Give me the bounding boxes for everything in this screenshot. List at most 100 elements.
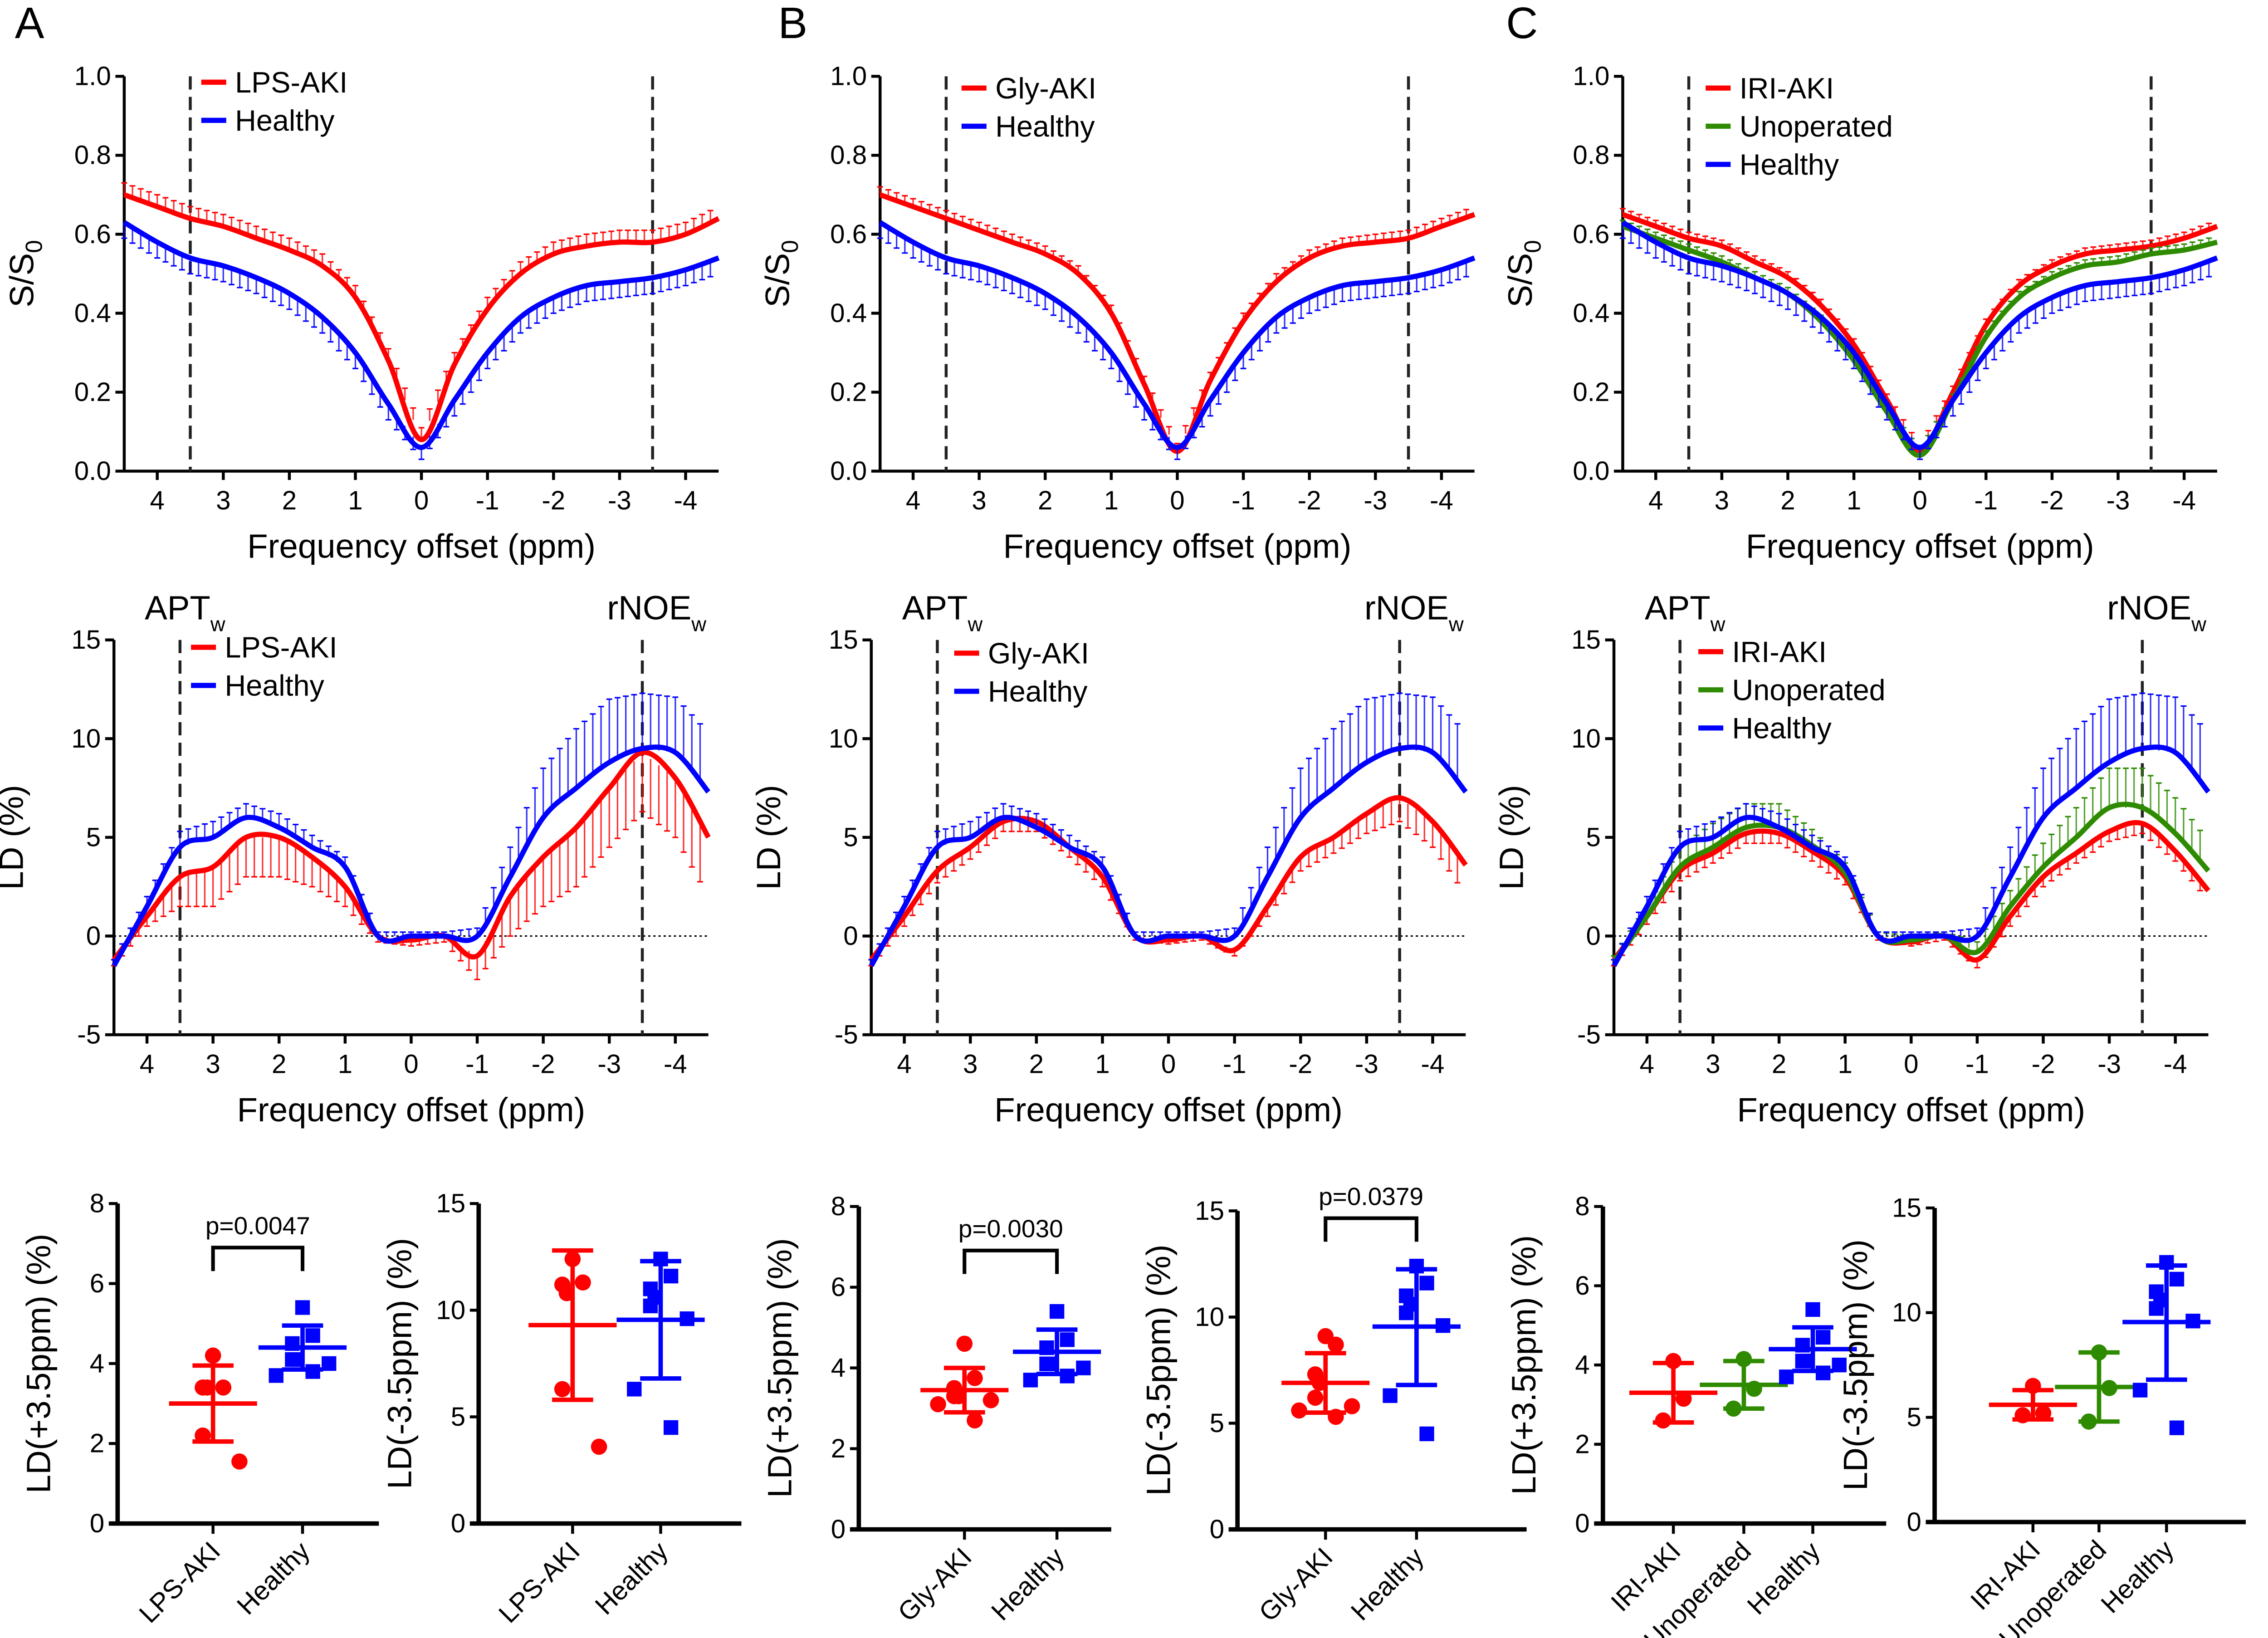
y-tick-label: 0.0: [830, 456, 867, 486]
x-tick-label: LPS-AKI: [493, 1536, 586, 1629]
series-iri-aki: [1620, 208, 2218, 454]
p-value-label: p=0.0030: [958, 1215, 1063, 1243]
x-tick-label: 1: [348, 486, 362, 515]
series-line: [112, 744, 711, 967]
data-point: [627, 1382, 642, 1397]
x-tick-label: Gly-AKI: [1253, 1542, 1339, 1628]
x-tick-label: 2: [1029, 1049, 1044, 1079]
annotation-subscript: w: [210, 612, 225, 636]
x-tick-label: -3: [608, 486, 631, 515]
scatter-chart-a-6: 0 2 4 6 8 LD(+3.5ppm) (%) LPS-AKI Healthy p=0.00…: [20, 1189, 379, 1628]
x-tick-label: -1: [1232, 486, 1255, 515]
series-line: [1622, 212, 2218, 454]
series-healthy: [1611, 692, 2210, 967]
x-tick-label: 3: [1706, 1049, 1720, 1079]
y-tick-label: 0: [831, 1515, 846, 1544]
y-tick-label: 6: [90, 1269, 104, 1298]
series-unoperated: [1611, 768, 2210, 963]
data-point: [1399, 1305, 1414, 1320]
zspec-chart-b: 0.0 0.2 0.4 0.6 0.8 1.0 4 3 2 1 0 -1 -2 -3 -4 Frequency…: [759, 62, 1476, 565]
x-tick-label: 4: [140, 1049, 154, 1079]
x-axis-title: Frequency offset (ppm): [1746, 528, 2094, 565]
annotation-rnoe: rNOEw: [2107, 589, 2206, 636]
x-tick-label: 0: [404, 1049, 418, 1079]
series-gly-aki: [877, 186, 1476, 454]
x-axis-title: Frequency offset (ppm): [237, 1091, 586, 1129]
legend-label: LPS-AKI: [235, 66, 347, 99]
legend-label: Unoperated: [1740, 110, 1893, 143]
y-tick-label: 0.2: [74, 377, 111, 407]
y-axis-title: LD(+3.5ppm) (%): [1505, 1235, 1543, 1495]
y-tick-label: 0.8: [1573, 141, 1609, 170]
y-tick-label: 10: [71, 724, 101, 753]
x-tick-label: 4: [150, 486, 164, 515]
y-axis-title-main: S/S: [3, 253, 40, 308]
annotation-text: APT: [1645, 589, 1711, 626]
annotation-subscript: w: [1710, 612, 1725, 636]
series-line: [123, 192, 720, 442]
x-axis-title: Frequency offset (ppm): [994, 1091, 1343, 1129]
y-tick-label: 8: [90, 1189, 104, 1218]
y-axis-title: LD(-3.5ppm) (%): [381, 1238, 418, 1489]
y-tick-label: -5: [835, 1020, 858, 1050]
y-tick-label: 10: [1195, 1302, 1224, 1332]
data-point: [930, 1396, 946, 1413]
data-point: [967, 1412, 983, 1429]
annotation-text: rNOE: [607, 589, 691, 626]
y-tick-label: 0.6: [74, 220, 111, 249]
x-tick-label: -2: [532, 1049, 555, 1079]
data-point: [663, 1420, 679, 1435]
y-tick-label: 0.8: [830, 141, 867, 170]
group-unoperated: [1700, 1351, 1788, 1417]
data-point: [2169, 1420, 2185, 1435]
data-point: [205, 1347, 221, 1364]
y-tick-label: 15: [1892, 1193, 1921, 1222]
group-healthy: [2122, 1255, 2211, 1435]
annotation-text: rNOE: [2107, 589, 2191, 626]
annotation-rnoe: rNOEw: [607, 589, 706, 636]
y-tick-label: 6: [1575, 1271, 1589, 1301]
group-iri-aki: [1629, 1353, 1718, 1429]
y-tick-label: 0: [86, 921, 101, 951]
data-point: [1419, 1426, 1434, 1442]
series-line: [122, 220, 720, 450]
group-healthy: [1769, 1302, 1857, 1384]
legend-label: Healthy: [995, 110, 1095, 143]
data-point: [1795, 1354, 1810, 1369]
y-axis-title-main: LD (%): [0, 785, 30, 890]
legend-label: LPS-AKI: [225, 631, 337, 664]
y-axis-title: LD(+3.5ppm) (%): [761, 1238, 798, 1498]
series-line: [112, 749, 711, 962]
x-tick-label: 3: [972, 486, 986, 515]
x-tick-label: 4: [1648, 486, 1663, 515]
series-healthy: [1620, 220, 2218, 460]
data-point: [1815, 1330, 1831, 1345]
x-tick-label: -1: [1965, 1049, 1989, 1079]
x-tick-label: 2: [1780, 486, 1795, 515]
y-tick-label: 4: [831, 1353, 846, 1383]
group-healthy: [1372, 1258, 1461, 1442]
y-tick-label: 15: [71, 625, 101, 655]
y-tick-label: 2: [90, 1429, 104, 1458]
panel-label-a: A: [15, 0, 44, 48]
y-tick-label: -5: [77, 1020, 101, 1050]
legend-label: Healthy: [225, 669, 325, 702]
y-tick-label: 6: [831, 1272, 846, 1302]
data-point: [1779, 1369, 1794, 1384]
p-value-label: p=0.0047: [205, 1212, 310, 1240]
data-point: [2035, 1405, 2052, 1422]
data-point: [554, 1381, 571, 1398]
y-tick-label: 5: [451, 1402, 465, 1432]
y-tick-label: 15: [1571, 625, 1601, 655]
data-point: [1307, 1389, 1324, 1406]
x-tick-label: 4: [897, 1049, 911, 1079]
x-axis-title: Frequency offset (ppm): [247, 528, 596, 565]
x-tick-label: -2: [542, 486, 565, 515]
y-tick-label: 2: [1575, 1429, 1589, 1459]
legend-label: Healthy: [235, 104, 335, 137]
y-tick-label: 15: [829, 625, 858, 655]
y-axis-title: LD (%): [750, 785, 787, 890]
